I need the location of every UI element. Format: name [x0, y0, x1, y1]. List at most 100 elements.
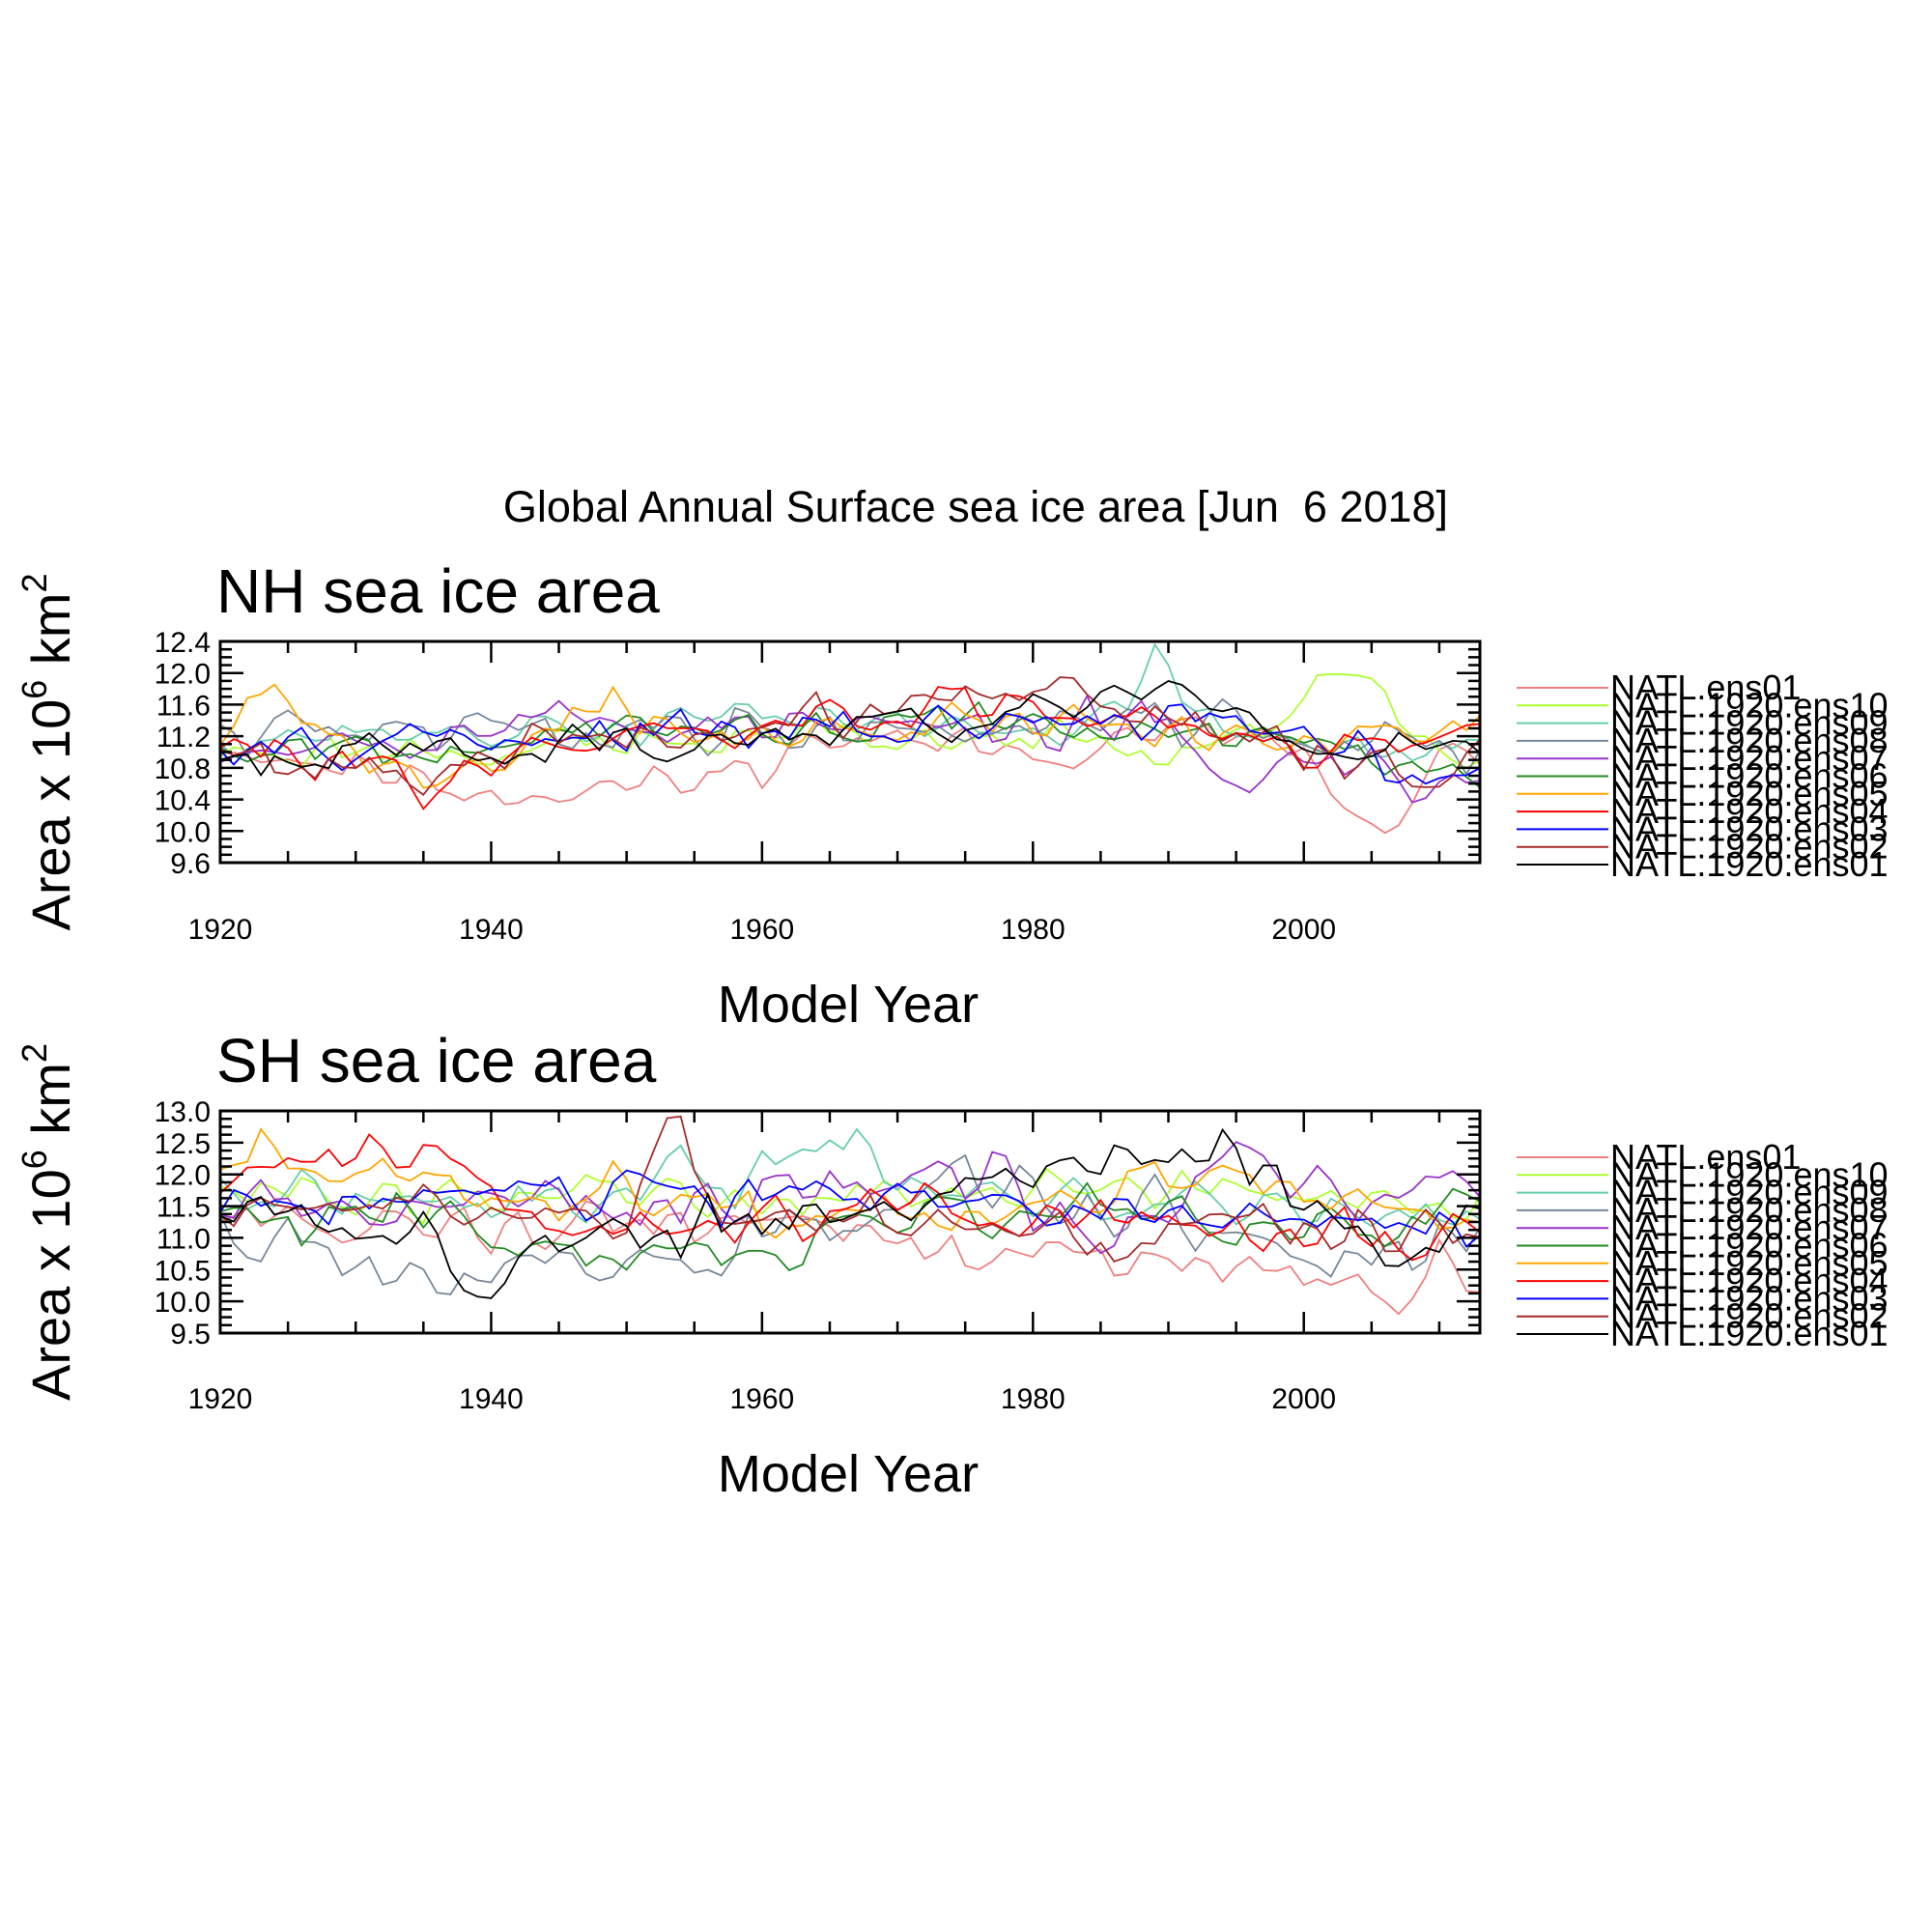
legend-item: NATL.1920.ens05 — [1517, 1243, 1889, 1283]
x-axis-label: Model Year — [718, 1445, 979, 1503]
nh-panel: NH sea ice area Model Year Area x 106 km2 1… — [14, 556, 1889, 1034]
legend-label: NATL.1920.ens05 — [1610, 774, 1889, 813]
legend-label: NATL.ens01 — [1610, 1137, 1801, 1177]
series-line-6 — [220, 700, 1480, 788]
y-tick-label: 11.6 — [156, 690, 211, 722]
y-axis-label: Area x 106 km2 — [14, 1043, 81, 1401]
legend-label: NATL.1920.ens08 — [1610, 721, 1889, 760]
x-tick-label: 1980 — [1001, 1383, 1065, 1415]
legend-label: NATL.1920.ens09 — [1610, 703, 1889, 743]
y-tick-label: 9.6 — [170, 848, 211, 880]
legend-label: NATL.1920.ens03 — [1610, 1278, 1889, 1318]
x-tick-label: 1920 — [188, 1383, 253, 1415]
legend-label: NATL.1920.ens03 — [1610, 809, 1889, 848]
legend-label: NATL.1920.ens04 — [1610, 1261, 1889, 1300]
legend-item: NATL.1920.ens02 — [1517, 1296, 1889, 1336]
series-lines — [220, 642, 1480, 835]
legend-item: NATL.1920.ens08 — [1517, 721, 1889, 760]
series-line-4 — [220, 697, 1480, 777]
y-axis-label-part: km — [20, 1063, 81, 1150]
series-line-11 — [220, 1127, 1480, 1299]
series-line-7 — [220, 1127, 1480, 1239]
series-line-11 — [220, 680, 1480, 777]
y-tick-label: 12.0 — [155, 1160, 211, 1192]
y-axis-label-exponent: 2 — [14, 574, 54, 593]
series-line-1 — [220, 716, 1480, 835]
sh-panel: SH sea ice area Model Year Area x 106 km2 1… — [14, 1026, 1889, 1503]
legend-label: NATL.1920.ens08 — [1610, 1190, 1889, 1230]
y-tick-label: 12.4 — [155, 627, 211, 659]
legend-label: NATL.1920.ens01 — [1610, 1314, 1889, 1353]
series-line-8 — [220, 686, 1480, 810]
y-tick-label: 11.5 — [156, 1192, 211, 1224]
y-axis-label-exponent: 6 — [14, 1150, 54, 1169]
x-tick-label: 1960 — [729, 1383, 794, 1415]
series-line-1 — [220, 1200, 1480, 1316]
legend-item: NATL.1920.ens10 — [1517, 685, 1889, 724]
y-axis-label-part: Area x 10 — [20, 1169, 81, 1401]
series-line-4 — [220, 1153, 1480, 1295]
legend-item: NATL.1920.ens04 — [1517, 1261, 1889, 1300]
legend-label: NATL.ens01 — [1610, 668, 1801, 707]
legend-item: NATL.1920.ens09 — [1517, 703, 1889, 743]
legend-label: NATL.1920.ens02 — [1610, 827, 1889, 867]
legend-label: NATL.1920.ens06 — [1610, 756, 1889, 796]
legend-item: NATL.1920.ens05 — [1517, 774, 1889, 813]
legend-item: NATL.1920.ens02 — [1517, 827, 1889, 867]
y-axis-label-exponent: 2 — [14, 1043, 54, 1063]
y-tick-label: 9.5 — [170, 1319, 211, 1350]
legend-item: NATL.1920.ens08 — [1517, 1190, 1889, 1230]
x-tick-label: 2000 — [1271, 914, 1336, 946]
legend-item: NATL.1920.ens04 — [1517, 791, 1889, 831]
legend: NATL.ens01NATL.1920.ens10NATL.1920.ens09… — [1517, 1137, 1889, 1353]
legend-item: NATL.1920.ens07 — [1517, 1208, 1889, 1247]
legend-item: NATL.1920.ens01 — [1517, 844, 1889, 884]
panel-title: SH sea ice area — [216, 1026, 657, 1095]
legend: NATL.ens01NATL.1920.ens10NATL.1920.ens09… — [1517, 668, 1889, 884]
legend-label: NATL.1920.ens04 — [1610, 791, 1889, 831]
y-tick-label: 12.0 — [155, 659, 211, 691]
legend-label: NATL.1920.ens07 — [1610, 1208, 1889, 1247]
series-line-8 — [220, 1132, 1480, 1262]
x-tick-label: 1920 — [188, 914, 253, 946]
y-axis-label-part: Area x 10 — [20, 699, 81, 931]
y-axis-label-part: km — [20, 593, 81, 680]
figure-title: Global Annual Surface sea ice area [Jun … — [503, 482, 1448, 531]
legend-label: NATL.1920.ens09 — [1610, 1173, 1889, 1212]
y-tick-label: 10.5 — [155, 1255, 211, 1287]
x-tick-label: 1940 — [459, 1383, 524, 1415]
legend-item: NATL.1920.ens06 — [1517, 756, 1889, 796]
legend-item: NATL.1920.ens03 — [1517, 1278, 1889, 1318]
x-tick-label: 1960 — [729, 914, 794, 946]
legend-label: NATL.1920.ens06 — [1610, 1226, 1889, 1265]
y-tick-label: 11.2 — [156, 722, 211, 753]
legend-item: NATL.1920.ens06 — [1517, 1226, 1889, 1265]
series-lines — [220, 1115, 1480, 1316]
legend-item: NATL.1920.ens09 — [1517, 1173, 1889, 1212]
legend-item: NATL.1920.ens03 — [1517, 809, 1889, 848]
y-tick-label: 10.4 — [155, 785, 211, 817]
series-line-10 — [220, 676, 1480, 796]
legend-label: NATL.1920.ens01 — [1610, 844, 1889, 884]
legend-item: NATL.1920.ens01 — [1517, 1314, 1889, 1353]
legend-item: NATL.ens01 — [1517, 1137, 1801, 1177]
y-axis-label: Area x 106 km2 — [14, 574, 81, 931]
y-axis-label-exponent: 6 — [14, 680, 54, 699]
series-line-2 — [220, 1167, 1480, 1225]
legend-label: NATL.1920.ens05 — [1610, 1243, 1889, 1283]
legend-label: NATL.1920.ens10 — [1610, 685, 1889, 724]
panel-title: NH sea ice area — [216, 556, 660, 626]
y-tick-label: 10.8 — [155, 753, 211, 785]
series-line-10 — [220, 1115, 1480, 1263]
y-tick-label: 11.0 — [156, 1223, 211, 1255]
legend-item: NATL.1920.ens07 — [1517, 738, 1889, 778]
y-tick-label: 10.0 — [155, 1287, 211, 1319]
y-tick-label: 12.5 — [155, 1128, 211, 1160]
y-tick-label: 13.0 — [155, 1096, 211, 1128]
series-line-3 — [220, 1127, 1480, 1228]
x-tick-label: 1980 — [1001, 914, 1065, 946]
x-tick-label: 2000 — [1271, 1383, 1336, 1415]
legend-label: NATL.1920.ens10 — [1610, 1154, 1889, 1194]
x-axis-label: Model Year — [718, 976, 979, 1034]
